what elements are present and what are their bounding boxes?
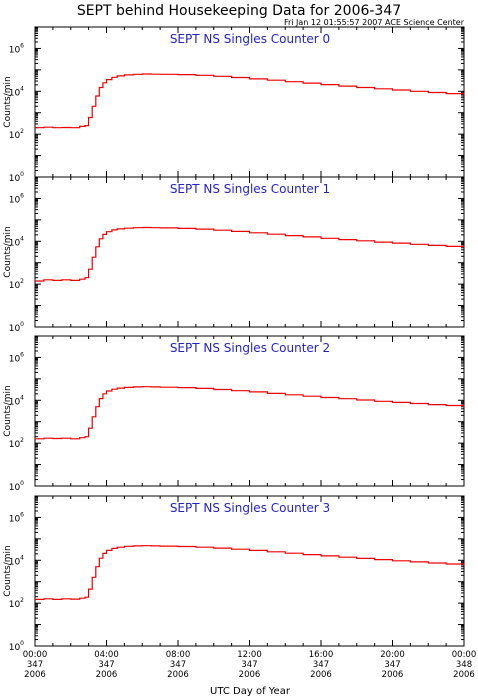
x-axis-title: UTC Day of Year [210, 686, 291, 697]
x-tick-year: 2006 [310, 670, 332, 680]
y-tick-label: 100 [9, 480, 24, 493]
plot-frame [34, 176, 465, 328]
x-tick-day: 347 [98, 660, 114, 670]
x-tick-year: 2006 [453, 670, 475, 680]
y-tick-label: 104 [9, 554, 24, 567]
x-tick-day: 347 [241, 660, 257, 670]
x-tick-time: 20:00 [380, 650, 405, 660]
panels-group: 100 102 104 106 Counts/min SEPT NS Singles Co… [3, 26, 465, 653]
y-tick-label: 104 [9, 235, 24, 248]
x-tick-day: 347 [27, 660, 43, 670]
y-tick-label: 104 [9, 85, 24, 98]
x-tick-year: 2006 [24, 670, 46, 680]
x-tick-year: 2006 [239, 670, 261, 680]
counter-2-series-line [35, 386, 465, 440]
y-axis-label: Counts/min [3, 545, 13, 596]
x-tick-time: 00:00 [452, 650, 477, 660]
counter-0-series-line [35, 73, 465, 129]
panel-counter-2: 100 102 104 106 Counts/min SEPT NS Singles Co… [3, 335, 465, 493]
x-tick-day: 347 [384, 660, 400, 670]
figure-title: SEPT behind Housekeeping Data for 2006-3… [77, 3, 401, 19]
y-tick-label: 106 [9, 511, 24, 524]
x-tick-day: 347 [313, 660, 329, 670]
panel-title: SEPT NS Singles Counter 3 [170, 501, 330, 515]
x-tick-time: 00:00 [23, 650, 48, 660]
y-tick-label: 100 [9, 640, 24, 653]
x-tick-time: 12:00 [237, 650, 262, 660]
y-axis-label: Counts/min [3, 76, 13, 127]
y-tick-label: 106 [9, 42, 24, 55]
x-axis-labels: 00:00347200604:00347200608:00347200612:0… [23, 650, 477, 680]
y-tick-label: 102 [9, 128, 24, 141]
panel-title: SEPT NS Singles Counter 0 [170, 32, 330, 46]
plot-frame [34, 335, 465, 487]
x-tick-time: 04:00 [94, 650, 119, 660]
x-tick-day: 348 [456, 660, 472, 670]
x-tick-year: 2006 [382, 670, 404, 680]
y-tick-label: 102 [9, 437, 24, 450]
x-tick-year: 2006 [167, 670, 189, 680]
panel-counter-3: 100 102 104 106 Counts/min SEPT NS Singles Co… [3, 495, 465, 653]
generation-timestamp: Fri Jan 12 01:55:57 2007 ACE Science Cen… [284, 18, 465, 27]
x-tick-time: 08:00 [166, 650, 191, 660]
panel-counter-0: 100 102 104 106 Counts/min SEPT NS Singles Co… [3, 26, 465, 184]
y-axis-label: Counts/min [3, 226, 13, 277]
counter-3-series-line [35, 545, 465, 600]
x-tick-day: 347 [170, 660, 186, 670]
y-tick-label: 106 [9, 192, 24, 205]
x-tick-time: 16:00 [309, 650, 334, 660]
plot-frame [34, 495, 465, 647]
y-tick-label: 106 [9, 351, 24, 364]
y-tick-label: 100 [9, 321, 24, 334]
y-axis-label: Counts/min [3, 385, 13, 436]
y-tick-label: 100 [9, 171, 24, 184]
counter-1-series-line [35, 226, 465, 282]
y-tick-label: 104 [9, 394, 24, 407]
panel-title: SEPT NS Singles Counter 2 [170, 341, 330, 355]
panel-title: SEPT NS Singles Counter 1 [170, 182, 330, 196]
y-tick-label: 102 [9, 597, 24, 610]
panel-counter-1: 100 102 104 106 Counts/min SEPT NS Singles Co… [3, 176, 465, 334]
plot-frame [34, 26, 465, 178]
y-tick-label: 102 [9, 278, 24, 291]
x-tick-year: 2006 [96, 670, 118, 680]
